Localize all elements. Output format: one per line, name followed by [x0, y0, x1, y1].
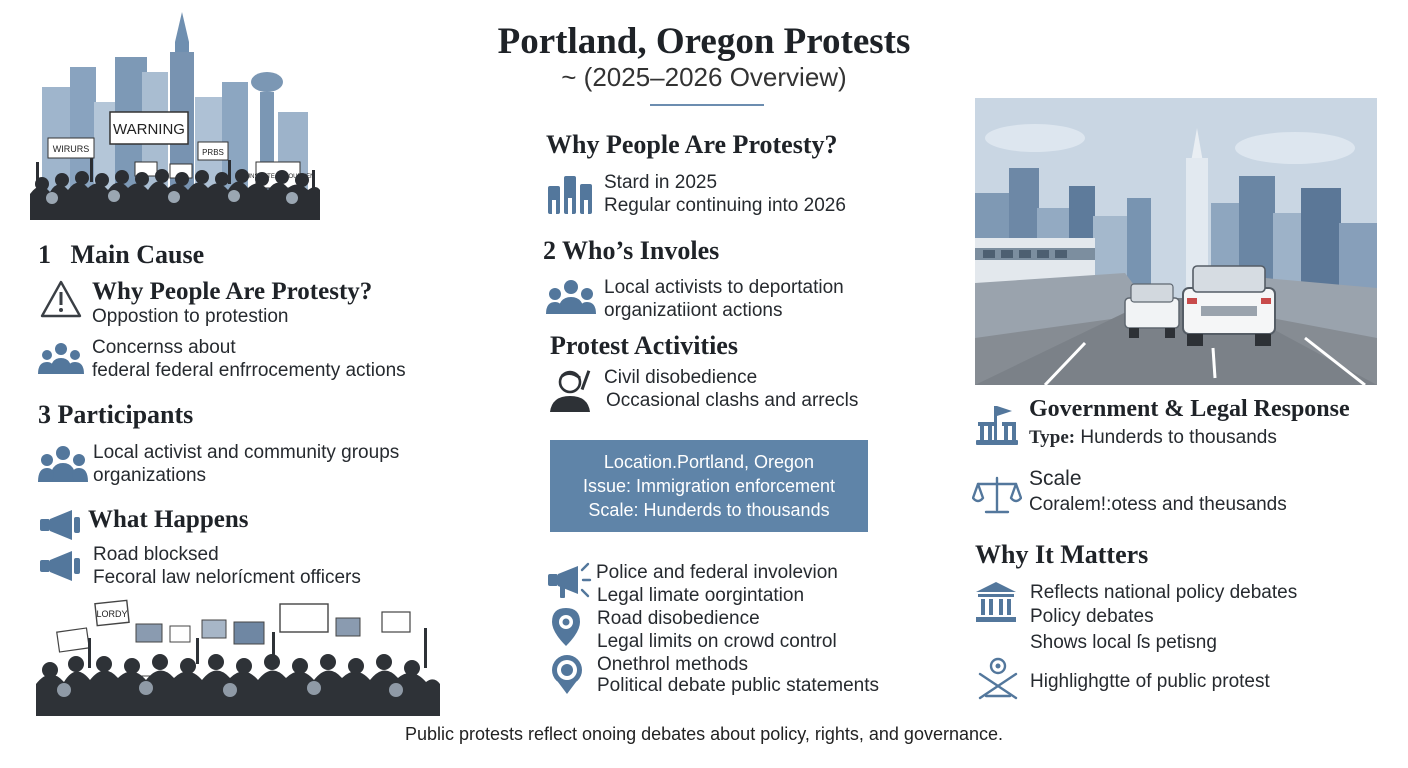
left-concerns-line2: federal federal enfrrocementy actions — [92, 360, 406, 381]
protest-activities-title: Protest Activities — [550, 331, 738, 360]
what-happens-line2: Fecoral law nelorícment officers — [93, 567, 361, 588]
activities-line1: Civil disobedience — [604, 367, 758, 388]
police-line3: Road disobedience — [597, 608, 760, 629]
participants-group-icon — [38, 446, 88, 482]
government-podium-icon — [976, 406, 1018, 445]
protester-icon — [550, 370, 591, 412]
people-group-icon — [38, 343, 84, 374]
location-pin-icon — [552, 608, 580, 646]
what-happens-line1: Road blocksed — [93, 544, 219, 565]
main-cause-number: 1 — [38, 240, 51, 269]
info-issue: Issue: Immigration enforcement — [582, 476, 836, 496]
police-line5: Onethrol methods — [597, 654, 749, 675]
matters-line3: Shows local ſs petisng — [1030, 632, 1217, 653]
main-cause-title: Main Cause — [70, 240, 205, 269]
matters-line4: Highlighgtte of public protest — [1030, 671, 1270, 692]
participants-title: Participants — [57, 400, 194, 429]
gov-type-line: Type: Hunderds to thousands — [1029, 426, 1277, 449]
participants-heading: 3 Participants — [38, 400, 193, 430]
target-pin-icon — [552, 655, 582, 694]
police-line2: Legal limate oorgintation — [597, 585, 805, 606]
center-why-title: Why People Are Protesty? — [546, 130, 838, 159]
left-why-title: Why People Are Protesty? — [92, 278, 373, 305]
info-summary-box: Location.Portland, Oregon Issue: Immigra… — [550, 440, 868, 532]
megaphone-icon-2 — [40, 551, 80, 581]
participants-line2: organizations — [93, 465, 207, 486]
scale-title: Scale — [1029, 467, 1082, 490]
whos-involved-title: Who’s Involes — [562, 236, 720, 265]
participants-line1: Local activist and community groups — [93, 442, 400, 463]
why-it-matters-title: Why It Matters — [975, 540, 1149, 569]
what-happens-title: What Happens — [88, 506, 249, 533]
left-why-line1: Oppostion to protestion — [92, 306, 289, 327]
matters-line1: Reflects national policy debates — [1030, 582, 1298, 603]
gov-type-value: Hunderds to thousands — [1075, 427, 1277, 448]
scales-of-justice-icon — [972, 476, 1022, 514]
protest-skyline-illustration: WARNING WIRURS PRBS CUNSUDTE ENFOUDUEN — [30, 12, 320, 220]
police-megaphone-icon — [548, 562, 592, 598]
gov-response-title: Government & Legal Response — [1029, 396, 1350, 422]
megaphone-icon — [40, 510, 80, 540]
info-scale: Scale: Hunderds to thousands — [588, 500, 830, 520]
warning-triangle-icon — [40, 280, 82, 318]
protest-sign-1: WIRURS — [53, 144, 90, 154]
center-why-line1: Stard in 2025 — [604, 172, 718, 193]
title-divider — [650, 104, 764, 106]
crowd-sign-text: LORDY — [96, 609, 127, 619]
police-line6: Political debate public statements — [597, 675, 879, 696]
main-cause-heading: 1 Main Cause — [38, 240, 204, 270]
footer-caption: Public protests reflect onoing debates a… — [404, 724, 1004, 744]
whos-involved-line2: organizatiiont actions — [604, 300, 783, 321]
page-subtitle: ~ (2025–2026 Overview) — [561, 62, 847, 92]
highlight-tools-icon — [978, 657, 1018, 700]
matters-line2: Policy debates — [1030, 606, 1154, 627]
city-street-illustration — [975, 98, 1377, 385]
whos-involved-heading: 2 Who’s Involes — [543, 236, 719, 266]
whos-involved-line1: Local activists to deportation — [604, 277, 844, 298]
crowd-illustration: LORDY — [36, 599, 440, 716]
left-concerns-line1: Concernss about — [92, 337, 236, 358]
involved-group-icon — [546, 280, 596, 314]
participants-number: 3 — [38, 400, 51, 429]
whos-involved-number: 2 — [543, 236, 556, 265]
police-line4: Legal limits on crowd control — [597, 631, 837, 652]
activities-line2: Occasional clashs and arrecls — [606, 390, 859, 411]
scale-line1: Coralem!:otess and theusands — [1029, 494, 1287, 515]
page-title: Portland, Oregon Protests — [497, 21, 911, 62]
buildings-icon — [548, 176, 592, 214]
center-why-line2: Regular continuing into 2026 — [604, 195, 846, 216]
warning-sign: WARNING — [113, 121, 185, 138]
gov-type-label: Type: — [1029, 427, 1076, 448]
info-location: Location.Portland, Oregon — [603, 452, 815, 472]
courthouse-icon — [976, 582, 1016, 622]
police-line1: Police and federal involevion — [596, 562, 838, 583]
protest-sign-2: PRBS — [202, 148, 224, 157]
